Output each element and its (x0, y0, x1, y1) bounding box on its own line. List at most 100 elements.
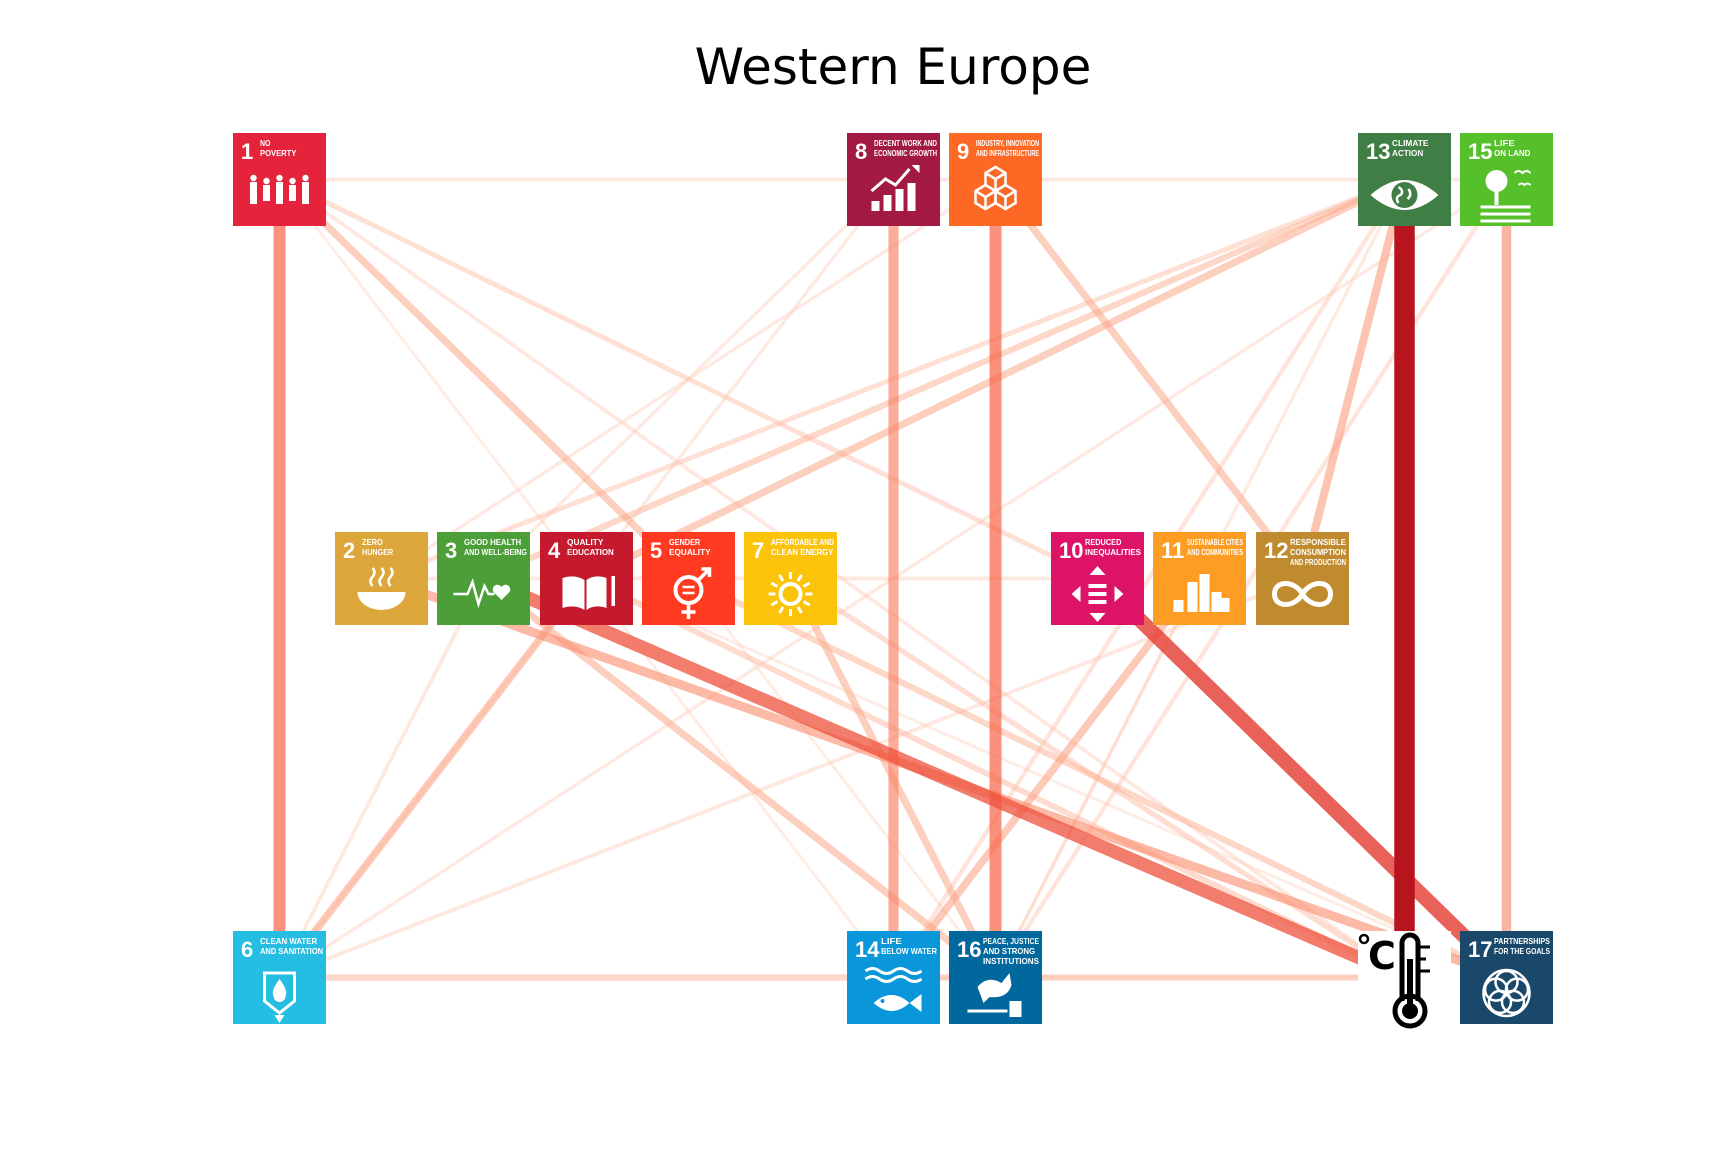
sdg-tile-13-number: 13 (1366, 139, 1390, 164)
sdg-tile-17-label-line: FOR THE GOALS (1494, 947, 1550, 956)
sdg-tile-10-number: 10 (1059, 538, 1083, 563)
sdg-tile-6-label-line: AND SANITATION (260, 947, 323, 956)
sdg-tile-8-background (847, 133, 940, 226)
sdg-tile-10-label-line: INEQUALITIES (1085, 548, 1142, 557)
sdg-tile-8-label-line: ECONOMIC GROWTH (874, 149, 937, 158)
sdg-tile-17-background (1460, 931, 1553, 1024)
edge-3-6 (277, 577, 486, 979)
city-icon (1173, 574, 1230, 612)
sdg-tile-2-label-line: ZERO (362, 538, 383, 547)
fish-icon (864, 967, 923, 1012)
sdg-tile-12-label-line: CONSUMPTION (1290, 548, 1346, 557)
sdg-tile-11-label-line: SUSTAINABLE CITIES (1187, 538, 1243, 547)
book-icon (562, 576, 615, 610)
sdg-tile-13-background (1358, 133, 1451, 226)
infinity-icon (1271, 581, 1334, 607)
flower-icon (1482, 968, 1531, 1018)
sdg-tile-17-label-line: PARTNERSHIPS (1494, 937, 1550, 946)
sdg-tile-1-label-line: NO (260, 139, 271, 148)
thermometer-celsius-icon: C (1358, 932, 1430, 1029)
sdg-tile-6-number: 6 (241, 937, 253, 962)
edge-3-13 (482, 176, 1406, 582)
edge-4-6 (276, 576, 590, 980)
sdg-tile-4-number: 4 (548, 538, 561, 563)
sdg-tile-8-label-line: DECENT WORK AND (874, 139, 937, 148)
sdg-tile-16-label-line: INSTITUTIONS (983, 957, 1040, 966)
sdg-tile-6-label-line: CLEAN WATER (260, 937, 317, 946)
edge-8-3 (482, 178, 895, 580)
edge-1-T (278, 177, 1406, 980)
sdg-tile-3-label-line: AND WELL-BEING (464, 548, 527, 557)
sdg-tile-10-background (1051, 532, 1144, 625)
gender-icon (673, 567, 712, 619)
edge-3-T (480, 572, 1408, 984)
sdg-tile-6-background (233, 931, 326, 1024)
sdg-tile-7-number: 7 (752, 538, 764, 563)
sdg-tile-10-label-line: REDUCED (1085, 538, 1121, 547)
sdg-tile-16-background (949, 931, 1042, 1024)
sdg-tile-4-label-line: EDUCATION (567, 548, 614, 557)
sdg-tile-12-label-line: RESPONSIBLE (1290, 538, 1346, 547)
sdg-tile-5-label-line: EQUALITY (669, 548, 711, 557)
eye-globe-icon (1370, 180, 1439, 210)
sdg-tile-1-number: 1 (241, 139, 253, 164)
edge-1-5 (276, 176, 692, 582)
sdg-tile-12-number: 12 (1264, 538, 1288, 563)
sdg-tile-13-label-line: ACTION (1392, 149, 1423, 158)
sdg-tile-14-label-line: BELOW WATER (881, 947, 937, 956)
sdg-tile-2-label-line: HUNGER (362, 548, 393, 557)
edge-11-14 (890, 576, 1203, 980)
water-drop-icon (263, 971, 296, 1023)
sdg-tile-17-number: 17 (1468, 937, 1492, 962)
sdg-tile-13-label-line: CLIMATE (1392, 139, 1429, 148)
sdg-tile-11-number: 11 (1161, 538, 1184, 563)
sun-icon (768, 572, 813, 616)
sdg-tile-16-label-line: AND STRONG (983, 947, 1035, 956)
sdg-tile-9-label-line: AND INFRASTRUCTURE (976, 149, 1039, 158)
sdg-tile-5-label-line: GENDER (669, 538, 700, 547)
edge-1-10 (278, 177, 1099, 581)
sdg-tile-16-number: 16 (957, 937, 981, 962)
edge-5-17 (687, 575, 1508, 981)
sdg-tile-3-number: 3 (445, 538, 457, 563)
equality-arrows-icon (1071, 566, 1124, 622)
sdg-tile-14-number: 14 (855, 937, 880, 962)
sdg-tile-9-number: 9 (957, 139, 969, 164)
sdg-tile-2-number: 2 (343, 538, 355, 563)
sdg-tile-15-label-line: ON LAND (1494, 149, 1530, 158)
edge-14-13 (891, 178, 1407, 979)
sdg-tile-14-label-line: LIFE (881, 937, 902, 946)
tree-icon (1480, 170, 1532, 223)
heartbeat-icon (453, 578, 511, 609)
bowl-icon (357, 567, 406, 610)
sdg-tile-8-number: 8 (855, 139, 867, 164)
sdg-tile-16-label-line: PEACE, JUSTICE (983, 937, 1039, 946)
svg-text:C: C (1368, 934, 1396, 978)
edge-6-12 (278, 576, 1304, 980)
cubes-icon (974, 165, 1017, 211)
sdg-tile-T: C (1358, 931, 1451, 1029)
growth-chart-icon (870, 165, 920, 211)
family-icon (250, 174, 309, 204)
sdg-tile-12-background (1256, 532, 1349, 625)
sdg-tile-5-number: 5 (650, 538, 662, 563)
sdg-tile-3-label-line: GOOD HEALTH (464, 538, 521, 547)
sdg-tile-4-label-line: QUALITY (567, 538, 604, 547)
edge-9-12 (992, 177, 1306, 581)
page-title: Western Europe (694, 38, 1092, 96)
sdg-tile-12-label-line: AND PRODUCTION (1290, 558, 1346, 567)
